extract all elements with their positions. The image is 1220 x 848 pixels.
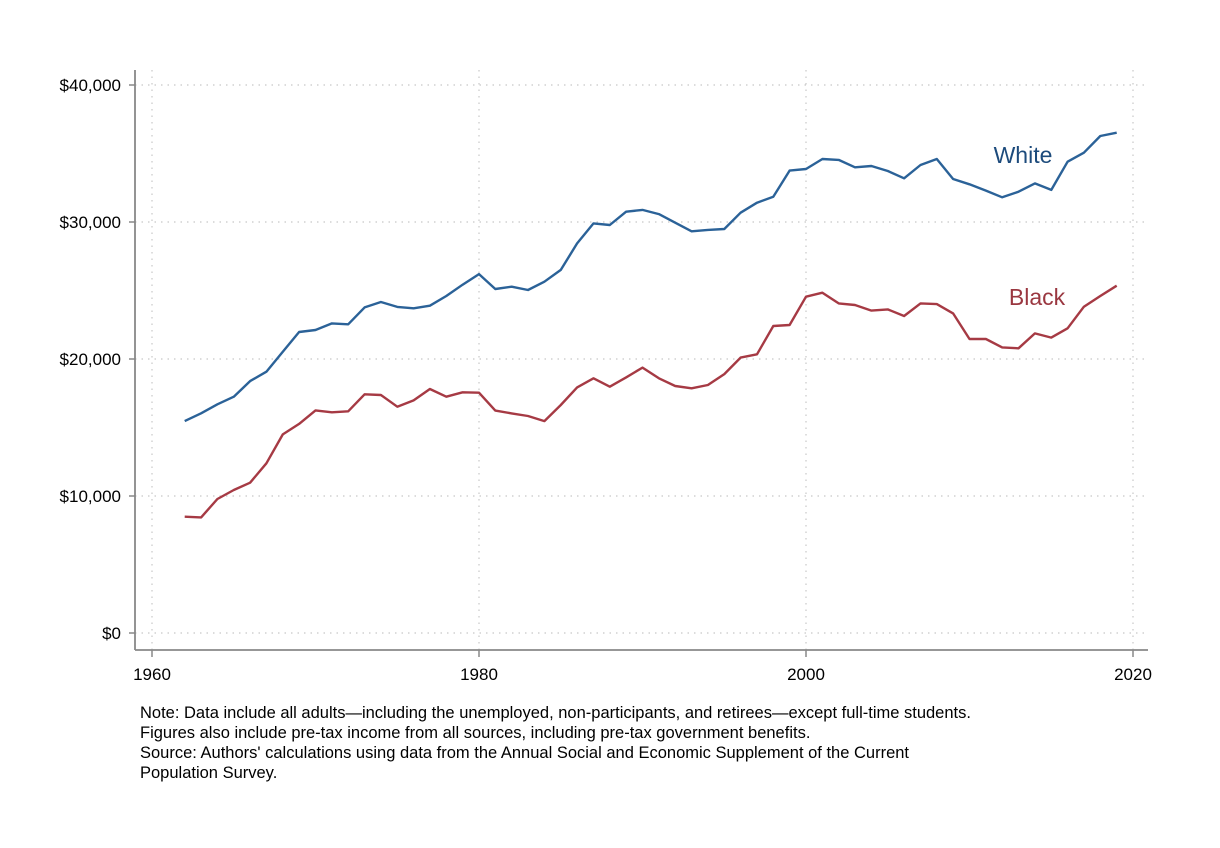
x-tick-label: 1960 — [133, 665, 171, 684]
series-labels: White Black — [994, 142, 1066, 310]
axes: $0 $10,000 $20,000 $30,000 $40,000 1960 1980 20… — [60, 70, 1152, 684]
series-line-white — [184, 131, 1117, 423]
y-tick-label: $40,000 — [60, 76, 121, 95]
x-tick-label: 2000 — [787, 665, 825, 684]
series-lines — [184, 131, 1118, 519]
chart-notes: Note: Data include all adults—including … — [140, 703, 971, 783]
series-label-white: White — [994, 142, 1053, 168]
x-tick-label: 1980 — [460, 665, 498, 684]
note-line-2: Figures also include pre-tax income from… — [140, 724, 811, 742]
note-line-4: Population Survey. — [140, 764, 278, 782]
y-tick-label: $30,000 — [60, 213, 121, 232]
x-tick-label: 2020 — [1114, 665, 1152, 684]
note-line-3: Source: Authors' calculations using data… — [140, 744, 910, 762]
y-tick-label: $10,000 — [60, 487, 121, 506]
note-line-1: Note: Data include all adults—including … — [140, 704, 971, 722]
y-tick-label: $20,000 — [60, 350, 121, 369]
y-tick-label: $0 — [102, 624, 121, 643]
series-line-black — [184, 284, 1118, 519]
series-label-black: Black — [1009, 284, 1066, 310]
